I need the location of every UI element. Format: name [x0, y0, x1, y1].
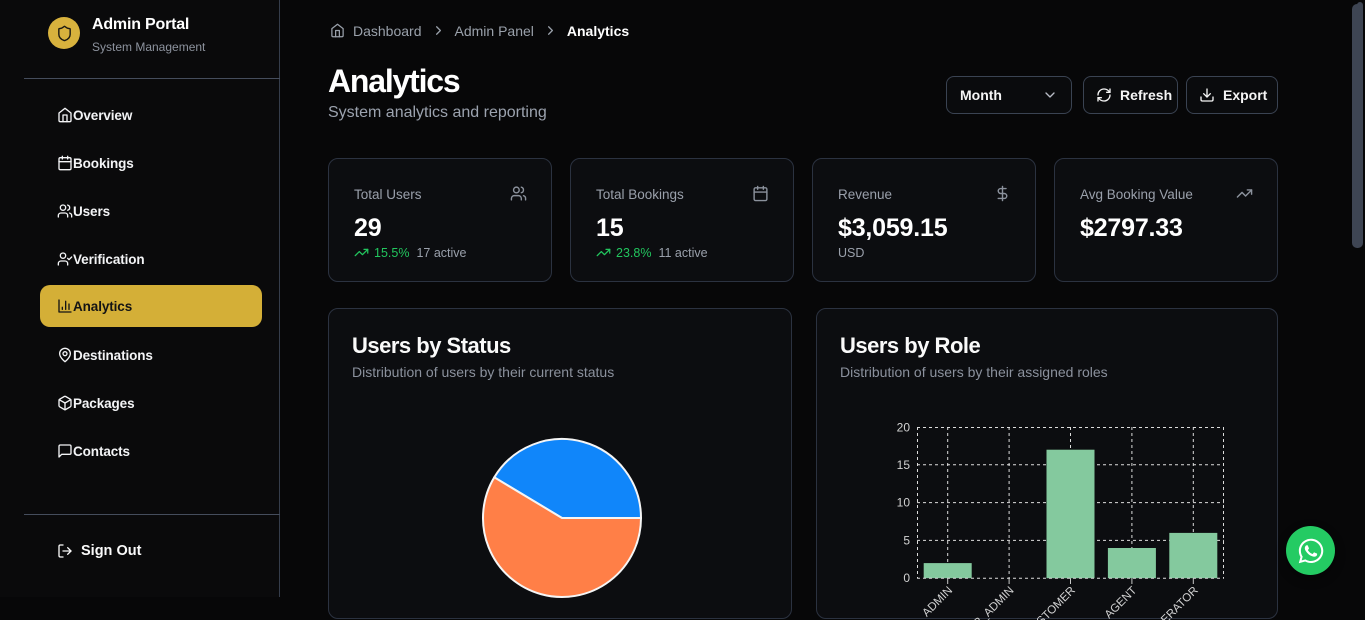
svg-text:0: 0 [903, 571, 910, 585]
svg-text:OPERATOR: OPERATOR [1147, 585, 1200, 620]
svg-text:10: 10 [897, 496, 911, 510]
svg-text:CUSTOMER: CUSTOMER [1023, 585, 1078, 620]
svg-text:20: 20 [897, 421, 911, 435]
svg-text:15: 15 [897, 458, 911, 472]
svg-text:SUPER_ADMIN: SUPER_ADMIN [949, 585, 1016, 620]
svg-text:ADMIN: ADMIN [920, 585, 955, 620]
svg-text:5: 5 [903, 533, 910, 547]
svg-text:AGENT: AGENT [1103, 585, 1140, 620]
